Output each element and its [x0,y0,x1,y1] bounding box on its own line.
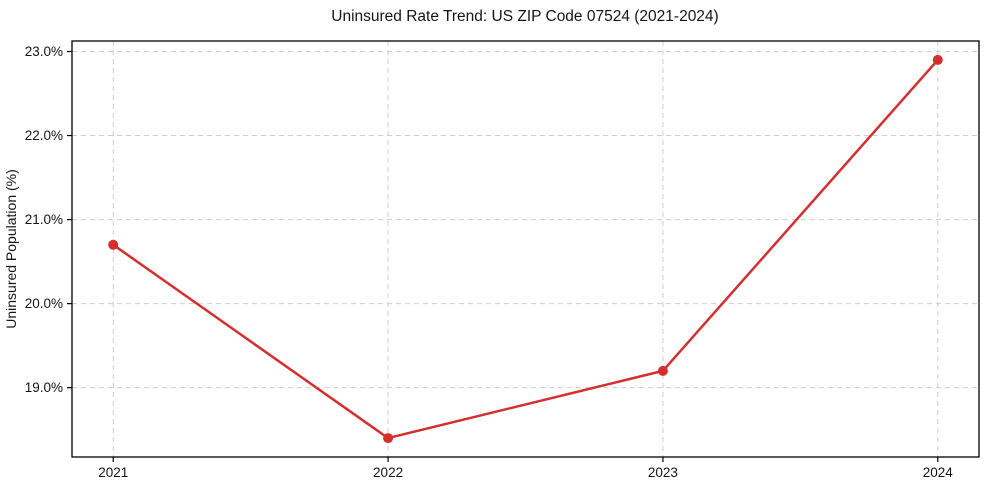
y-tick-label: 19.0% [25,380,63,395]
data-point-2024 [932,54,943,65]
x-tick-label: 2024 [923,465,954,480]
plot-border [71,40,980,458]
y-tick-label: 23.0% [25,44,63,59]
axis-ticks [67,50,939,462]
trend-line [111,58,940,440]
chart-title: Uninsured Rate Trend: US ZIP Code 07524 … [331,8,718,25]
y-tick-label: 20.0% [25,296,63,311]
data-point-2022 [383,433,394,444]
data-point-2021 [108,239,119,250]
x-tick-label: 2023 [648,465,678,480]
x-tick-label: 2021 [98,465,128,480]
data-point-2023 [657,365,668,376]
data-markers [108,54,943,444]
x-tick-label: 2022 [373,465,403,480]
y-tick-label: 21.0% [25,212,63,227]
y-tick-label: 22.0% [25,128,63,143]
axis-tick-labels: 19.0% 20.0% 21.0% 22.0% 23.0% 2021 2022 2023 202… [25,44,954,480]
gridlines [72,41,979,457]
y-axis-label: Uninsured Population (%) [3,169,19,329]
